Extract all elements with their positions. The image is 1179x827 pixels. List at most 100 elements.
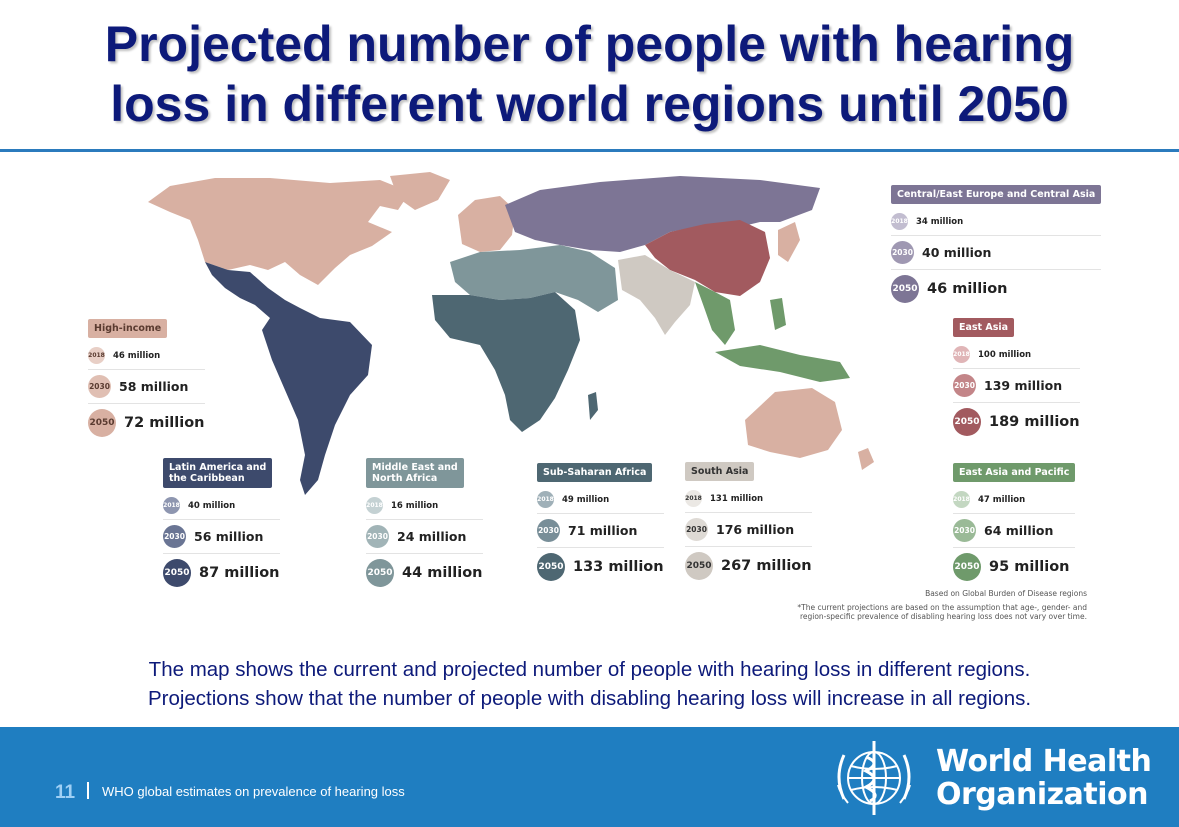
year-2050-badge: 2050 bbox=[953, 553, 981, 581]
value-2050: 44 million bbox=[402, 565, 483, 581]
region-label: High-income bbox=[88, 319, 168, 338]
map-south-east-asia bbox=[695, 282, 735, 345]
year-2030-badge: 2030 bbox=[366, 525, 389, 548]
value-2050: 133 million bbox=[573, 559, 664, 575]
map-sub-saharan-africa bbox=[432, 292, 580, 432]
year-2030-badge: 2030 bbox=[953, 519, 976, 542]
year-2030-badge: 2030 bbox=[685, 518, 708, 541]
year-2018-badge: 2018 bbox=[366, 497, 383, 514]
footer-text: WHO global estimates on prevalence of he… bbox=[102, 784, 405, 799]
region-label-line-2: North Africa bbox=[372, 473, 438, 484]
value-2018: 34 million bbox=[916, 216, 964, 227]
value-2018: 16 million bbox=[391, 500, 439, 511]
value-2018: 46 million bbox=[113, 350, 161, 361]
year-2018-badge: 2018 bbox=[685, 490, 702, 507]
value-2050: 87 million bbox=[199, 565, 280, 581]
who-name-line-2: Organization bbox=[936, 777, 1148, 812]
region-label: Sub-Saharan Africa bbox=[537, 463, 653, 482]
year-2050-badge: 2050 bbox=[685, 552, 713, 580]
region-label-line-2: the Caribbean bbox=[169, 473, 245, 484]
year-2018-badge: 2018 bbox=[163, 497, 180, 514]
gbd-note: Based on Global Burden of Disease region… bbox=[925, 589, 1087, 598]
year-2018-badge: 2018 bbox=[88, 347, 105, 364]
year-2018-badge: 2018 bbox=[891, 213, 908, 230]
map-japan bbox=[778, 222, 800, 262]
title-line-2: loss in different world regions until 20… bbox=[110, 76, 1069, 132]
value-2018: 131 million bbox=[710, 493, 764, 504]
region-label: Central/East Europe and Central Asia bbox=[891, 185, 1102, 204]
assumption-note-line-2: region-specific prevalence of disabling … bbox=[799, 612, 1087, 621]
region-high-income: High-income 2018 46 million 2030 58 millio… bbox=[88, 316, 205, 437]
region-middle-east-north-africa: Middle East and North Africa 2018 16 milli… bbox=[366, 458, 483, 587]
value-2030: 40 million bbox=[922, 245, 992, 260]
value-2030: 139 million bbox=[984, 378, 1063, 393]
region-sub-saharan-africa: Sub-Saharan Africa 2018 49 million 2030 71… bbox=[537, 460, 664, 581]
value-2030: 24 million bbox=[397, 529, 467, 544]
value-2050: 95 million bbox=[989, 559, 1070, 575]
value-2050: 72 million bbox=[124, 415, 205, 431]
slide-title: Projected number of people with hearing … bbox=[0, 14, 1179, 134]
year-2018-badge: 2018 bbox=[953, 491, 970, 508]
region-latin-america: Latin America and the Caribbean 2018 40 mi… bbox=[163, 458, 280, 587]
map-madagascar bbox=[588, 392, 598, 420]
value-2050: 189 million bbox=[989, 414, 1080, 430]
title-line-1: Projected number of people with hearing bbox=[104, 16, 1075, 72]
region-label: Latin America and the Caribbean bbox=[163, 458, 273, 488]
region-label-line-1: Middle East and bbox=[372, 462, 458, 473]
footer-bar: 11 WHO global estimates on prevalence of… bbox=[0, 727, 1179, 827]
map-north-america bbox=[148, 178, 410, 285]
title-divider bbox=[0, 149, 1179, 152]
caption-line-2: Projections show that the number of peop… bbox=[147, 687, 1032, 710]
year-2050-badge: 2050 bbox=[537, 553, 565, 581]
map-latin-america bbox=[205, 262, 372, 495]
value-2030: 176 million bbox=[716, 522, 795, 537]
who-name-line-1: World Health bbox=[936, 744, 1152, 779]
year-2030-badge: 2030 bbox=[891, 241, 914, 264]
region-label: Middle East and North Africa bbox=[366, 458, 464, 488]
map-russia-central-asia bbox=[505, 176, 820, 252]
year-2030-badge: 2030 bbox=[88, 375, 111, 398]
map-indonesia bbox=[715, 345, 850, 382]
year-2050-badge: 2050 bbox=[163, 559, 191, 587]
who-emblem-icon bbox=[837, 741, 911, 815]
year-2050-badge: 2050 bbox=[953, 408, 981, 436]
assumption-note-line-1: *The current projections are based on th… bbox=[797, 603, 1087, 612]
region-label: East Asia bbox=[953, 318, 1015, 337]
year-2050-badge: 2050 bbox=[88, 409, 116, 437]
slide-caption: The map shows the current and projected … bbox=[0, 655, 1179, 713]
region-label: East Asia and Pacific bbox=[953, 463, 1076, 482]
year-2050-badge: 2050 bbox=[891, 275, 919, 303]
value-2050: 267 million bbox=[721, 558, 812, 574]
map-greenland bbox=[390, 172, 450, 210]
region-label-line-1: Latin America and bbox=[169, 462, 267, 473]
value-2018: 49 million bbox=[562, 494, 610, 505]
year-2018-badge: 2018 bbox=[537, 491, 554, 508]
value-2018: 40 million bbox=[188, 500, 236, 511]
value-2018: 47 million bbox=[978, 494, 1026, 505]
region-east-asia-pacific: East Asia and Pacific 2018 47 million 203… bbox=[953, 460, 1076, 581]
who-name: World Health Organization bbox=[936, 744, 1152, 812]
map-new-zealand bbox=[858, 448, 874, 470]
map-middle-east-north-africa bbox=[450, 245, 618, 312]
year-2030-badge: 2030 bbox=[163, 525, 186, 548]
map-south-asia bbox=[618, 255, 695, 335]
assumption-note: *The current projections are based on th… bbox=[797, 603, 1087, 621]
value-2030: 56 million bbox=[194, 529, 264, 544]
page-number: 11 bbox=[55, 782, 76, 803]
year-2030-badge: 2030 bbox=[537, 519, 560, 542]
map-australia bbox=[745, 388, 842, 458]
map-western-europe bbox=[458, 196, 515, 252]
caption-line-1: The map shows the current and projected … bbox=[148, 658, 1031, 681]
year-2018-badge: 2018 bbox=[953, 346, 970, 363]
value-2030: 58 million bbox=[119, 379, 189, 394]
value-2050: 46 million bbox=[927, 281, 1008, 297]
footer-separator bbox=[87, 782, 89, 799]
region-east-asia: East Asia 2018 100 million 2030 139 millio… bbox=[953, 315, 1080, 436]
value-2030: 64 million bbox=[984, 523, 1054, 538]
value-2030: 71 million bbox=[568, 523, 638, 538]
map-china bbox=[645, 220, 770, 296]
world-map bbox=[148, 172, 874, 495]
year-2050-badge: 2050 bbox=[366, 559, 394, 587]
region-central-east-europe: Central/East Europe and Central Asia 201… bbox=[891, 182, 1102, 303]
year-2030-badge: 2030 bbox=[953, 374, 976, 397]
